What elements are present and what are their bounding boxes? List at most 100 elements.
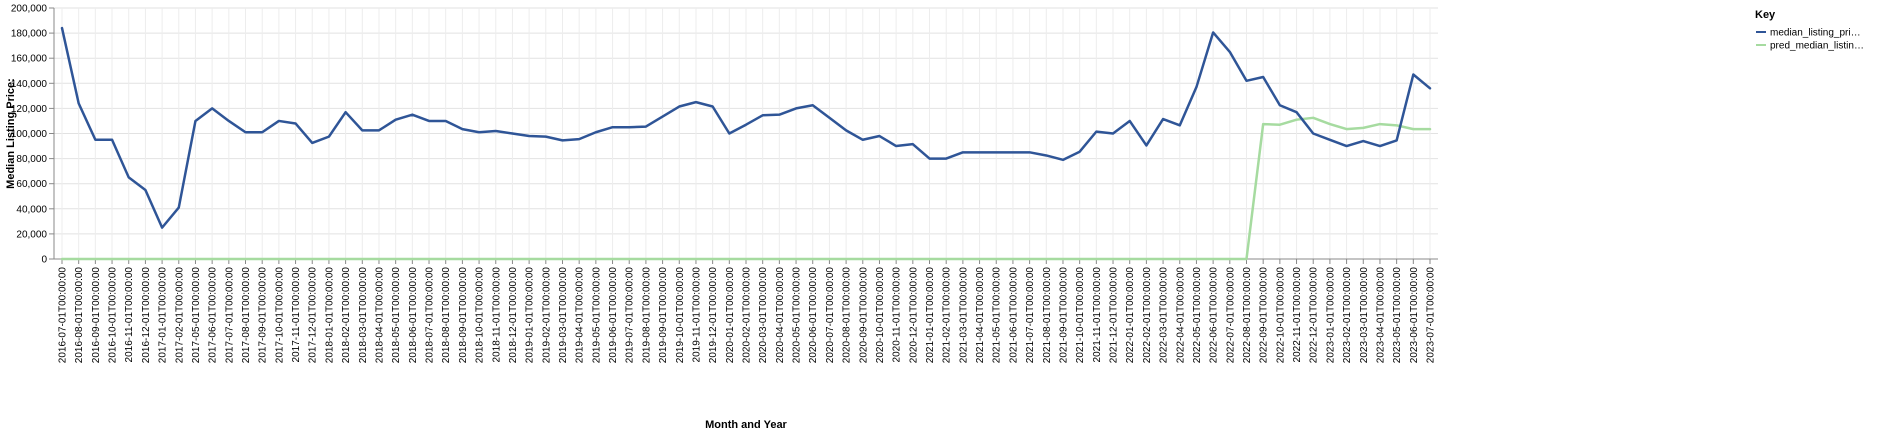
x-tick-label: 2023-04-01T00:00:00 [1375, 267, 1386, 364]
x-tick-label: 2016-07-01T00:00:00 [58, 267, 69, 364]
y-tick-label: 80,000 [16, 154, 47, 165]
x-tick-label: 2019-10-01T00:00:00 [675, 267, 686, 364]
y-tick-label: 160,000 [11, 54, 48, 65]
y-tick-label: 140,000 [11, 79, 48, 90]
x-tick-label: 2019-05-01T00:00:00 [591, 267, 602, 364]
x-tick-label: 2018-03-01T00:00:00 [358, 267, 369, 364]
x-tick-label: 2018-07-01T00:00:00 [425, 267, 436, 364]
x-tick-label: 2018-04-01T00:00:00 [374, 267, 385, 364]
series-line-pred-median-listing-price [60, 116, 1432, 261]
x-tick-label: 2018-11-01T00:00:00 [491, 267, 502, 363]
x-tick-label: 2023-01-01T00:00:00 [1325, 267, 1336, 364]
x-tick-label: 2016-09-01T00:00:00 [91, 267, 102, 364]
x-tick-label: 2020-12-01T00:00:00 [908, 267, 919, 364]
x-tick-label: 2020-07-01T00:00:00 [825, 267, 836, 364]
x-tick-label: 2020-11-01T00:00:00 [892, 267, 903, 363]
x-tick-label: 2016-12-01T00:00:00 [141, 267, 152, 364]
x-tick-label: 2020-03-01T00:00:00 [758, 267, 769, 364]
x-tick-label: 2019-11-01T00:00:00 [691, 267, 702, 363]
x-tick-label: 2021-08-01T00:00:00 [1042, 267, 1053, 364]
x-tick-label: 2019-01-01T00:00:00 [525, 267, 536, 364]
x-tick-label: 2018-08-01T00:00:00 [441, 267, 452, 364]
x-tick-label: 2021-05-01T00:00:00 [992, 267, 1003, 364]
x-tick-label: 2023-02-01T00:00:00 [1342, 267, 1353, 364]
x-tick-label: 2018-06-01T00:00:00 [408, 267, 419, 364]
y-tick-label: 180,000 [11, 29, 48, 40]
x-tick-label: 2016-10-01T00:00:00 [108, 267, 119, 364]
x-tick-label: 2019-07-01T00:00:00 [625, 267, 636, 364]
legend-label-median: median_listing_pri… [1770, 28, 1861, 39]
x-tick-label: 2017-05-01T00:00:00 [191, 267, 202, 364]
legend-title: Key [1755, 9, 1776, 21]
x-tick-label: 2020-01-01T00:00:00 [725, 267, 736, 364]
x-tick-label: 2023-06-01T00:00:00 [1409, 267, 1420, 364]
x-tick-label: 2022-09-01T00:00:00 [1259, 267, 1270, 364]
x-tick-label: 2021-10-01T00:00:00 [1075, 267, 1086, 364]
series-line-median-listing-price [60, 26, 1432, 229]
x-tick-label: 2019-12-01T00:00:00 [708, 267, 719, 364]
x-tick-label: 2022-06-01T00:00:00 [1209, 267, 1220, 364]
x-tick-label: 2021-07-01T00:00:00 [1025, 267, 1036, 364]
x-tick-label: 2019-04-01T00:00:00 [575, 267, 586, 364]
x-tick-label: 2019-03-01T00:00:00 [558, 267, 569, 364]
x-tick-label: 2020-05-01T00:00:00 [792, 267, 803, 364]
x-tick-label: 2020-08-01T00:00:00 [842, 267, 853, 364]
x-tick-label: 2022-07-01T00:00:00 [1225, 267, 1236, 364]
x-tick-label: 2020-09-01T00:00:00 [858, 267, 869, 364]
y-tick-label: 200,000 [11, 4, 48, 15]
x-tick-label: 2016-11-01T00:00:00 [124, 267, 135, 363]
x-tick-label: 2022-02-01T00:00:00 [1142, 267, 1153, 364]
x-tick-label: 2020-10-01T00:00:00 [875, 267, 886, 364]
x-tick-label: 2019-09-01T00:00:00 [658, 267, 669, 364]
x-tick-label: 2016-08-01T00:00:00 [74, 267, 85, 364]
x-tick-label: 2023-07-01T00:00:00 [1426, 267, 1437, 364]
x-axis-tick-labels: 2016-07-01T00:00:00 2016-08-01T00:00:00 20… [58, 267, 1437, 364]
y-tick-label: 60,000 [16, 179, 47, 190]
y-axis-tick-labels: 0 20,000 40,000 60,000 80,000 100,000 120,000 1… [11, 4, 48, 266]
legend: Key median_listing_pri… pred_median_list… [1755, 9, 1864, 52]
x-axis-title: Month and Year [705, 419, 787, 431]
x-tick-label: 2017-08-01T00:00:00 [241, 267, 252, 364]
x-tick-label: 2020-02-01T00:00:00 [742, 267, 753, 364]
x-tick-label: 2019-02-01T00:00:00 [541, 267, 552, 364]
x-tick-label: 2017-11-01T00:00:00 [291, 267, 302, 363]
x-tick-label: 2021-06-01T00:00:00 [1008, 267, 1019, 364]
x-tick-label: 2018-10-01T00:00:00 [475, 267, 486, 364]
legend-label-pred: pred_median_listin… [1770, 41, 1864, 52]
x-tick-label: 2022-03-01T00:00:00 [1159, 267, 1170, 364]
x-tick-label: 2021-02-01T00:00:00 [942, 267, 953, 364]
y-tick-label: 120,000 [11, 104, 48, 115]
y-tick-label: 20,000 [16, 229, 47, 240]
x-tick-label: 2022-08-01T00:00:00 [1242, 267, 1253, 364]
y-tick-label: 0 [41, 255, 47, 266]
x-tick-label: 2022-12-01T00:00:00 [1309, 267, 1320, 364]
x-tick-label: 2017-09-01T00:00:00 [258, 267, 269, 364]
x-tick-label: 2017-07-01T00:00:00 [224, 267, 235, 364]
x-tick-label: 2017-02-01T00:00:00 [174, 267, 185, 364]
x-tick-label: 2017-06-01T00:00:00 [208, 267, 219, 364]
series-lines [60, 26, 1432, 261]
x-tick-label: 2017-12-01T00:00:00 [308, 267, 319, 364]
x-tick-label: 2018-01-01T00:00:00 [324, 267, 335, 364]
x-tick-label: 2023-03-01T00:00:00 [1359, 267, 1370, 364]
x-tick-label: 2020-06-01T00:00:00 [808, 267, 819, 364]
x-tick-label: 2020-04-01T00:00:00 [775, 267, 786, 364]
grid-lines [49, 7, 1438, 260]
x-tick-label: 2019-08-01T00:00:00 [641, 267, 652, 364]
x-tick-label: 2017-10-01T00:00:00 [274, 267, 285, 364]
x-tick-label: 2021-03-01T00:00:00 [958, 267, 969, 364]
x-tick-label: 2017-01-01T00:00:00 [158, 267, 169, 364]
y-axis-title: Median Listing Price: [5, 78, 17, 189]
y-tick-label: 40,000 [16, 204, 47, 215]
x-tick-label: 2021-01-01T00:00:00 [925, 267, 936, 364]
x-tick-label: 2022-11-01T00:00:00 [1292, 267, 1303, 363]
x-tick-label: 2022-01-01T00:00:00 [1125, 267, 1136, 364]
x-tick-label: 2018-05-01T00:00:00 [391, 267, 402, 364]
x-tick-label: 2021-11-01T00:00:00 [1092, 267, 1103, 363]
x-tick-label: 2022-04-01T00:00:00 [1175, 267, 1186, 364]
x-tick-label: 2019-06-01T00:00:00 [608, 267, 619, 364]
x-tick-label: 2018-12-01T00:00:00 [508, 267, 519, 364]
x-tick-label: 2022-10-01T00:00:00 [1275, 267, 1286, 364]
x-tick-label: 2022-05-01T00:00:00 [1192, 267, 1203, 364]
